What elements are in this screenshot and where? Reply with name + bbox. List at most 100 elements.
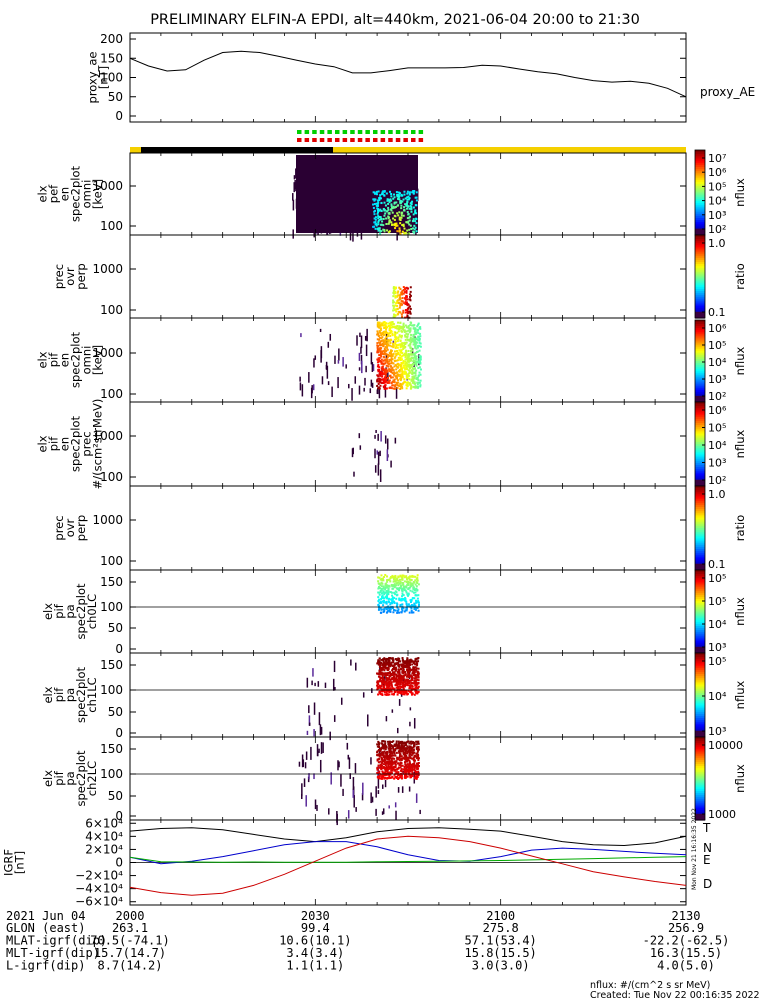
spectrogram-pixel bbox=[406, 775, 409, 778]
spectrogram-pixel bbox=[388, 601, 391, 604]
spectrogram-pixel bbox=[373, 213, 376, 216]
spectrogram-pixel bbox=[389, 610, 392, 613]
colorbar-label-elx_pif_pa_spec2plot_ch1LC: nflux bbox=[733, 680, 747, 709]
colorbar-step bbox=[695, 713, 705, 717]
spectrogram-pixel bbox=[405, 295, 408, 298]
spectrogram-pixel bbox=[377, 334, 380, 337]
spectrogram-pixel bbox=[413, 581, 416, 584]
spectrogram-pixel bbox=[394, 663, 397, 666]
spectrogram-pixel bbox=[413, 330, 416, 333]
spectrogram-pixel bbox=[351, 448, 354, 458]
ylabel-igrf: IGRF[nT] bbox=[2, 849, 27, 876]
spectrogram-pixel bbox=[409, 575, 412, 578]
spectrogram-pixel bbox=[396, 675, 399, 678]
spectrogram-pixel bbox=[313, 358, 315, 368]
colorbar-step bbox=[695, 705, 705, 709]
spectrogram-pixel bbox=[413, 338, 416, 341]
spectrogram-pixel bbox=[398, 764, 401, 767]
spectrogram-pixel bbox=[400, 774, 403, 777]
spectrogram-pixel bbox=[417, 600, 420, 603]
spectrogram-pixel bbox=[377, 463, 380, 476]
spectrogram-pixel bbox=[407, 333, 410, 336]
spectrogram-pixel bbox=[394, 295, 397, 298]
ylabel-line: pif bbox=[52, 770, 66, 785]
spectrogram-pixel bbox=[400, 329, 403, 332]
spectrogram-pixel bbox=[387, 208, 390, 211]
spectrogram-pixel bbox=[406, 770, 409, 773]
spectrogram-pixel bbox=[396, 362, 399, 365]
colorbar-step bbox=[695, 588, 705, 592]
time-axis-row-value: 8.7(14.2) bbox=[97, 959, 162, 973]
spectrogram-pixel bbox=[411, 378, 414, 381]
spectrogram-pixel bbox=[379, 748, 382, 751]
spectrogram-pixel bbox=[379, 687, 382, 690]
spectrogram-pixel bbox=[384, 582, 387, 585]
spectrogram-pixel bbox=[397, 747, 400, 750]
spectrogram-pixel bbox=[358, 385, 361, 395]
spectrogram-pixel bbox=[345, 364, 347, 369]
igrf-legend-E: E bbox=[703, 853, 711, 867]
spectrogram-pixel bbox=[387, 661, 390, 664]
spectrogram-pixel bbox=[314, 355, 317, 360]
spectrogram-pixel bbox=[387, 771, 390, 774]
colorbar-step bbox=[695, 817, 705, 821]
spectrogram-pixel bbox=[417, 660, 420, 663]
ytick-label-igrf: −6×10⁴ bbox=[75, 895, 123, 909]
spectrogram-pixel bbox=[377, 451, 380, 465]
figure-title: PRELIMINARY ELFIN-A EPDI, alt=440km, 202… bbox=[150, 12, 640, 28]
spectrogram-pixel bbox=[389, 386, 392, 389]
spectrogram-pixel bbox=[378, 360, 381, 363]
spectrogram-pixel bbox=[404, 771, 407, 774]
spectrogram-pixel bbox=[412, 206, 415, 209]
spectrogram-pixel bbox=[392, 746, 395, 749]
spectrogram-pixel bbox=[394, 658, 397, 661]
panel-frame-elx_pif_en_spec2plot_prec bbox=[129, 401, 687, 487]
spectrogram-pixel bbox=[383, 333, 386, 336]
marker-green bbox=[395, 130, 401, 134]
spectrogram-pixel bbox=[383, 230, 386, 233]
spectrogram-pixel bbox=[394, 296, 397, 299]
spectrogram-pixel bbox=[405, 764, 408, 767]
colorbar-step bbox=[695, 538, 705, 542]
spectrogram-pixel bbox=[378, 684, 381, 687]
spectrogram-pixel bbox=[391, 657, 394, 660]
colorbar-step bbox=[695, 338, 705, 342]
spectrogram-pixel bbox=[394, 314, 397, 317]
colorbar-step bbox=[695, 315, 705, 319]
spectrogram-pixel bbox=[389, 323, 392, 326]
spectrogram-pixel bbox=[418, 360, 421, 363]
spectrogram-pixel bbox=[407, 326, 410, 329]
spectrogram-pixel bbox=[396, 340, 399, 343]
spectrogram-pixel bbox=[400, 674, 403, 677]
spectrogram-pixel bbox=[401, 609, 404, 612]
spectrogram-pixel bbox=[379, 229, 382, 232]
spectrogram-pixel bbox=[395, 810, 397, 820]
spectrogram-pixel bbox=[403, 209, 406, 212]
spectrogram-pixel bbox=[376, 379, 379, 382]
spectrogram-pixel bbox=[418, 366, 421, 369]
spectrogram-pixel bbox=[396, 349, 399, 352]
colorbar-step bbox=[695, 184, 705, 187]
spectrogram-pixel bbox=[377, 764, 380, 767]
spectrogram-pixel bbox=[387, 222, 390, 225]
spectrogram-pixel bbox=[415, 685, 418, 688]
colorbar-tick-elx_pif_en_spec2plot_prec: 10⁴ bbox=[708, 439, 727, 452]
spectrogram-pixel bbox=[308, 773, 310, 780]
spectrogram-pixel bbox=[401, 657, 404, 660]
spectrogram-pixel bbox=[378, 591, 381, 594]
marker-green bbox=[297, 130, 302, 134]
spectrogram-pixel bbox=[380, 574, 383, 577]
colorbar-tick-elx_pif_pa_spec2plot_ch0LC: 10⁵ bbox=[708, 572, 726, 585]
spectrogram-pixel bbox=[376, 325, 379, 328]
spectrogram-pixel bbox=[409, 578, 412, 581]
time-axis-row-name: GLON (east) bbox=[6, 921, 85, 935]
colorbar-step bbox=[695, 270, 705, 273]
spectrogram-pixel bbox=[353, 795, 355, 808]
spectrogram-pixel bbox=[387, 607, 390, 610]
spectrogram-pixel bbox=[377, 221, 380, 224]
spectrogram-pixel bbox=[402, 225, 405, 228]
spectrogram-pixel bbox=[404, 769, 407, 772]
colorbar-step bbox=[695, 211, 705, 215]
spectrogram-pixel bbox=[380, 230, 383, 233]
spectrogram-pixel bbox=[340, 697, 343, 705]
